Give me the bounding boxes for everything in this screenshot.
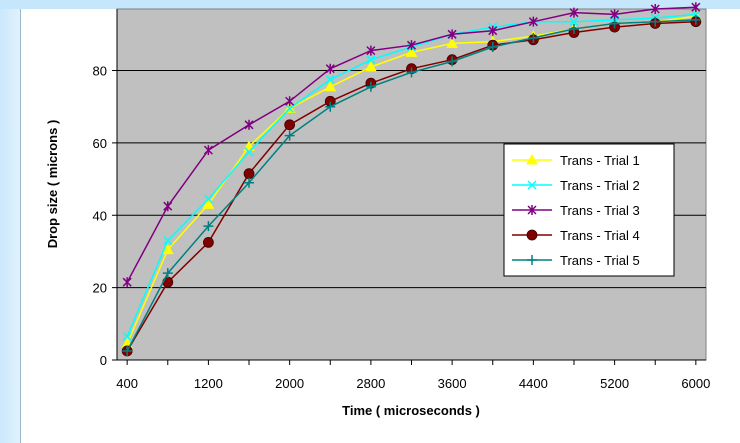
x-tick-label: 2800 <box>356 376 385 391</box>
data-point <box>527 180 537 190</box>
data-point <box>650 4 660 14</box>
data-point <box>406 67 417 78</box>
data-point <box>610 9 620 20</box>
axes: 0 20 40 60 80 400 1200 2000 2800 3600 4400 5200 6000 <box>93 9 710 391</box>
data-point <box>203 194 213 204</box>
data-point <box>447 56 458 67</box>
y-axis-title: Drop size ( microns ) <box>45 120 60 249</box>
x-tick-label: 6000 <box>681 376 710 391</box>
data-point <box>526 153 538 165</box>
data-point <box>324 80 337 92</box>
data-point <box>243 168 255 180</box>
data-point <box>366 45 376 56</box>
data-point <box>163 201 173 212</box>
data-point <box>285 96 295 107</box>
series-trial-3 <box>122 2 701 288</box>
data-point <box>568 23 579 34</box>
top-band <box>0 0 740 9</box>
data-point <box>163 236 173 246</box>
data-point <box>365 60 377 72</box>
legend-label: Trans - Trial 5 <box>560 253 640 268</box>
data-point <box>285 103 295 114</box>
x-tick-label: 1200 <box>194 376 223 391</box>
series-trial-5 <box>122 14 701 356</box>
x-tick-label: 2000 <box>275 376 304 391</box>
data-point <box>325 75 335 85</box>
data-point <box>569 7 579 18</box>
data-point <box>526 229 538 241</box>
x-axis-title: Time ( microseconds ) <box>342 403 480 418</box>
data-point <box>405 46 418 57</box>
data-point <box>202 236 214 248</box>
data-point <box>284 130 295 141</box>
data-point <box>122 345 133 356</box>
x-tick-label: 3600 <box>438 376 467 391</box>
legend-item: Trans - Trial 4 <box>512 228 640 243</box>
data-point <box>650 16 661 27</box>
data-point <box>569 17 579 27</box>
data-point <box>325 63 335 74</box>
data-point <box>161 243 174 255</box>
data-point <box>446 37 458 48</box>
data-point <box>202 198 215 209</box>
data-point <box>122 331 132 342</box>
y-tick-label: 60 <box>93 136 107 151</box>
legend-label: Trans - Trial 4 <box>560 228 640 243</box>
legend-item: Trans - Trial 1 <box>512 153 640 168</box>
legend-label: Trans - Trial 1 <box>560 153 640 168</box>
legend-item: Trans - Trial 2 <box>512 178 640 193</box>
data-point <box>447 29 457 40</box>
data-point <box>244 119 254 130</box>
x-tick-label: 4400 <box>519 376 548 391</box>
data-point <box>528 32 539 43</box>
legend-item: Trans - Trial 3 <box>512 203 640 218</box>
data-point <box>203 145 213 156</box>
y-tick-label: 80 <box>93 64 107 79</box>
x-tick-label: 5200 <box>600 376 629 391</box>
data-point <box>691 2 701 13</box>
data-point <box>244 147 254 157</box>
data-point <box>325 101 336 112</box>
legend: Trans - Trial 1 Trans - Trial 2 Trans - Tr… <box>503 143 675 277</box>
y-tick-label: 0 <box>100 353 107 368</box>
series-layer <box>121 2 702 357</box>
y-tick-label: 40 <box>93 208 107 223</box>
data-point <box>244 177 255 188</box>
data-point <box>284 119 296 131</box>
data-point <box>527 255 537 265</box>
legend-label: Trans - Trial 2 <box>560 178 640 193</box>
data-point <box>487 41 498 52</box>
data-point <box>406 40 417 51</box>
data-point <box>122 277 132 288</box>
data-point <box>609 18 620 29</box>
data-point <box>527 205 537 215</box>
x-tick-label: 400 <box>116 376 138 391</box>
legend-item: Trans - Trial 5 <box>512 253 640 268</box>
data-point <box>488 25 498 36</box>
data-point <box>203 221 214 232</box>
data-point <box>365 81 376 92</box>
y-tick-label: 20 <box>93 281 107 296</box>
data-point <box>528 16 538 27</box>
data-point <box>690 14 701 25</box>
data-point <box>162 268 173 279</box>
legend-label: Trans - Trial 3 <box>560 203 640 218</box>
data-point <box>366 55 376 65</box>
